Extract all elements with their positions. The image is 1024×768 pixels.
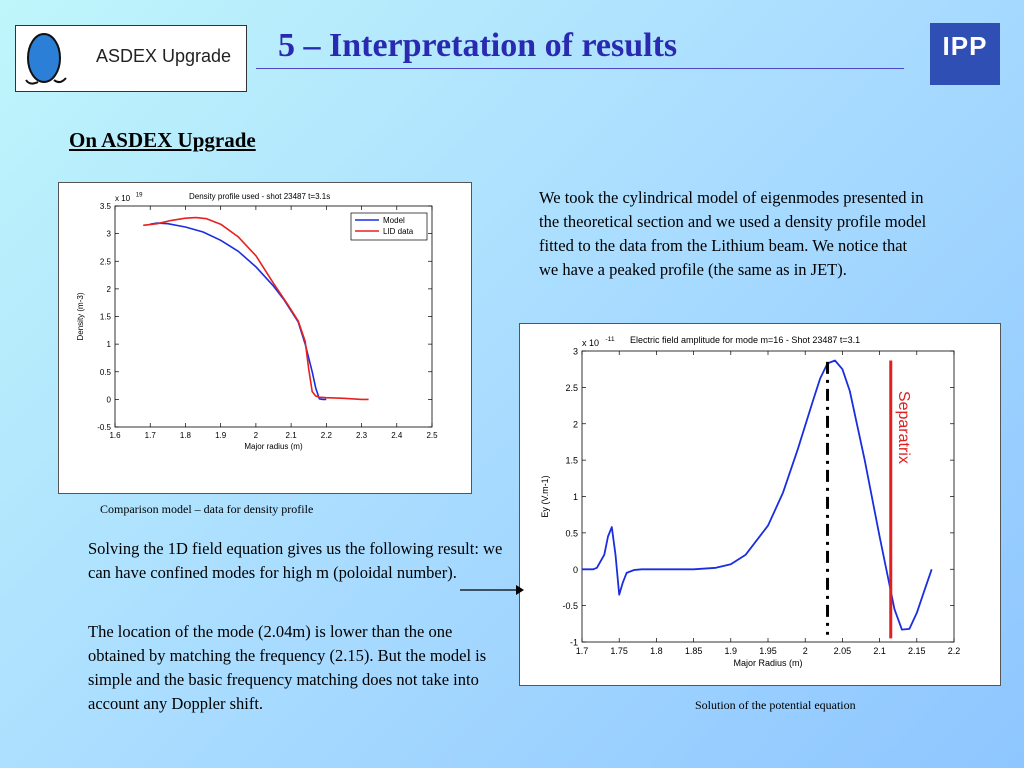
- pointer-arrow: [460, 585, 524, 595]
- x-tick-label: 1.75: [610, 646, 628, 656]
- paragraph-result: Solving the 1D field equation gives us t…: [88, 539, 503, 582]
- y-axis-label: Ey (V.m-1): [540, 475, 550, 517]
- x-tick-label: 1.6: [109, 431, 121, 440]
- y-tick-label: -1: [570, 638, 578, 648]
- x-tick-label: 2.5: [426, 431, 438, 440]
- x-tick-label: 2.2: [321, 431, 333, 440]
- asdex-logo-icon: [25, 33, 67, 85]
- slide-title: 5 – Interpretation of results: [278, 27, 678, 64]
- y-multiplier: x 10: [582, 338, 599, 348]
- x-axis-label: Major Radius (m): [733, 658, 802, 668]
- legend-label: LID data: [383, 227, 414, 236]
- x-tick-label: 2.15: [908, 646, 926, 656]
- y-exponent: 19: [136, 193, 143, 199]
- x-tick-label: 1.95: [759, 646, 777, 656]
- y-tick-label: 1: [573, 492, 578, 502]
- y-tick-label: 0: [573, 565, 578, 575]
- legend-box: [350, 212, 428, 241]
- x-tick-label: 2.1: [873, 646, 886, 656]
- y-tick-label: 2: [107, 285, 112, 294]
- paragraph-location: The location of the mode (2.04m) is lowe…: [88, 622, 487, 713]
- x-tick-label: 2: [254, 431, 259, 440]
- x-tick-label: 1.85: [685, 646, 703, 656]
- y-exponent: -11: [605, 336, 615, 343]
- paragraph-model: We took the cylindrical model of eigenmo…: [539, 188, 927, 279]
- title-underline: [256, 68, 904, 69]
- y-tick-label: 2.5: [100, 257, 112, 266]
- x-tick-label: 2.3: [356, 431, 368, 440]
- x-tick-label: 2.1: [286, 431, 298, 440]
- series-line: [150, 222, 327, 401]
- density-profile-plot: 1.6 1.7 1.8 1.9 2 2.1 2.2 2.3 2.4 2.5 -0.5 0 0.5 1 1.5…: [76, 192, 438, 451]
- y-tick-label: 3.5: [100, 202, 112, 211]
- density-profile-chart: 1.6 1.7 1.8 1.9 2 2.1 2.2 2.3 2.4 2.5 -0.5 0 0.5 1 1.5…: [58, 182, 472, 494]
- chart-title: Density profile used - shot 23487 t=3.1s: [189, 192, 330, 201]
- chart-title: Electric field amplitude for mode m=16 -…: [630, 335, 860, 345]
- legend-label: Model: [383, 216, 405, 225]
- chart2-caption: Solution of the potential equation: [695, 698, 856, 712]
- x-tick-label: 1.8: [650, 646, 663, 656]
- chart1-caption: Comparison model – data for density prof…: [100, 502, 314, 516]
- x-tick-label: 2.2: [948, 646, 961, 656]
- asdex-logo: ASDEX Upgrade: [15, 25, 247, 92]
- series-line: [143, 216, 369, 401]
- x-tick-label: 2.05: [834, 646, 852, 656]
- y-tick-label: 1.5: [100, 313, 112, 322]
- ipp-logo: IPP: [930, 23, 1000, 85]
- x-axis-label: Major radius (m): [244, 442, 303, 451]
- section-subtitle: On ASDEX Upgrade: [69, 128, 256, 152]
- y-tick-label: 3: [107, 230, 112, 239]
- x-tick-label: 1.7: [145, 431, 157, 440]
- x-tick-label: 2.4: [391, 431, 403, 440]
- x-tick-label: 2: [803, 646, 808, 656]
- plot-frame: [114, 205, 433, 428]
- x-tick-label: 1.7: [576, 646, 589, 656]
- y-tick-label: -0.5: [562, 601, 578, 611]
- y-tick-label: 1.5: [565, 456, 578, 466]
- y-tick-label: 3: [573, 347, 578, 357]
- y-tick-label: -0.5: [97, 423, 111, 432]
- electric-field-chart: 1.7 1.75 1.8 1.85 1.9 1.95 2 2.05 2.1 2.15 2.2 -1 -0…: [519, 323, 1001, 686]
- electric-field-plot: 1.7 1.75 1.8 1.85 1.9 1.95 2 2.05 2.1 2.15 2.2 -1 -0…: [540, 335, 961, 668]
- y-axis-label: Density (m-3): [76, 292, 85, 340]
- separatrix-label: Separatrix: [895, 391, 912, 464]
- y-tick-label: 2: [573, 419, 578, 429]
- y-multiplier: x 10: [115, 194, 131, 203]
- y-tick-label: 1: [107, 340, 112, 349]
- y-tick-label: 0.5: [100, 368, 112, 377]
- y-tick-label: 0: [107, 395, 112, 404]
- x-tick-label: 1.9: [215, 431, 227, 440]
- logo-text: ASDEX Upgrade: [96, 46, 232, 66]
- x-tick-label: 1.8: [180, 431, 192, 440]
- y-tick-label: 0.5: [565, 528, 578, 538]
- series-line: [582, 359, 933, 631]
- y-tick-label: 2.5: [565, 383, 578, 393]
- x-tick-label: 1.9: [725, 646, 738, 656]
